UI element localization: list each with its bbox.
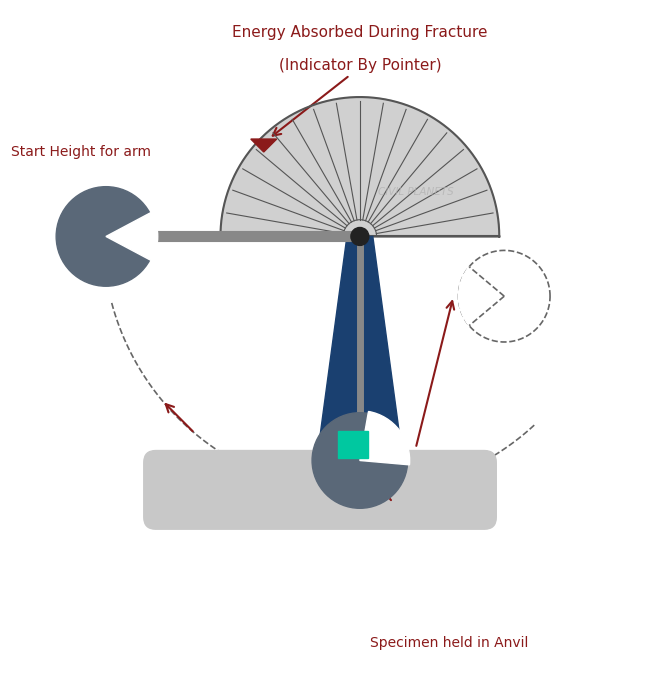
Bar xyxy=(338,431,368,458)
Text: Specimen held in Anvil: Specimen held in Anvil xyxy=(370,636,529,650)
Polygon shape xyxy=(220,97,499,237)
Wedge shape xyxy=(459,267,504,326)
Wedge shape xyxy=(360,412,409,465)
Circle shape xyxy=(351,228,369,246)
FancyBboxPatch shape xyxy=(144,451,497,529)
Text: Start Height for arm: Start Height for arm xyxy=(11,145,152,159)
Wedge shape xyxy=(106,212,157,261)
Text: (Indicator By Pointer): (Indicator By Pointer) xyxy=(279,58,441,73)
Circle shape xyxy=(312,413,407,508)
Text: CIVIL PLANETS: CIVIL PLANETS xyxy=(378,187,453,197)
Polygon shape xyxy=(251,139,277,152)
Polygon shape xyxy=(318,237,401,451)
Circle shape xyxy=(56,187,155,286)
Text: Energy Absorbed During Fracture: Energy Absorbed During Fracture xyxy=(232,25,487,40)
